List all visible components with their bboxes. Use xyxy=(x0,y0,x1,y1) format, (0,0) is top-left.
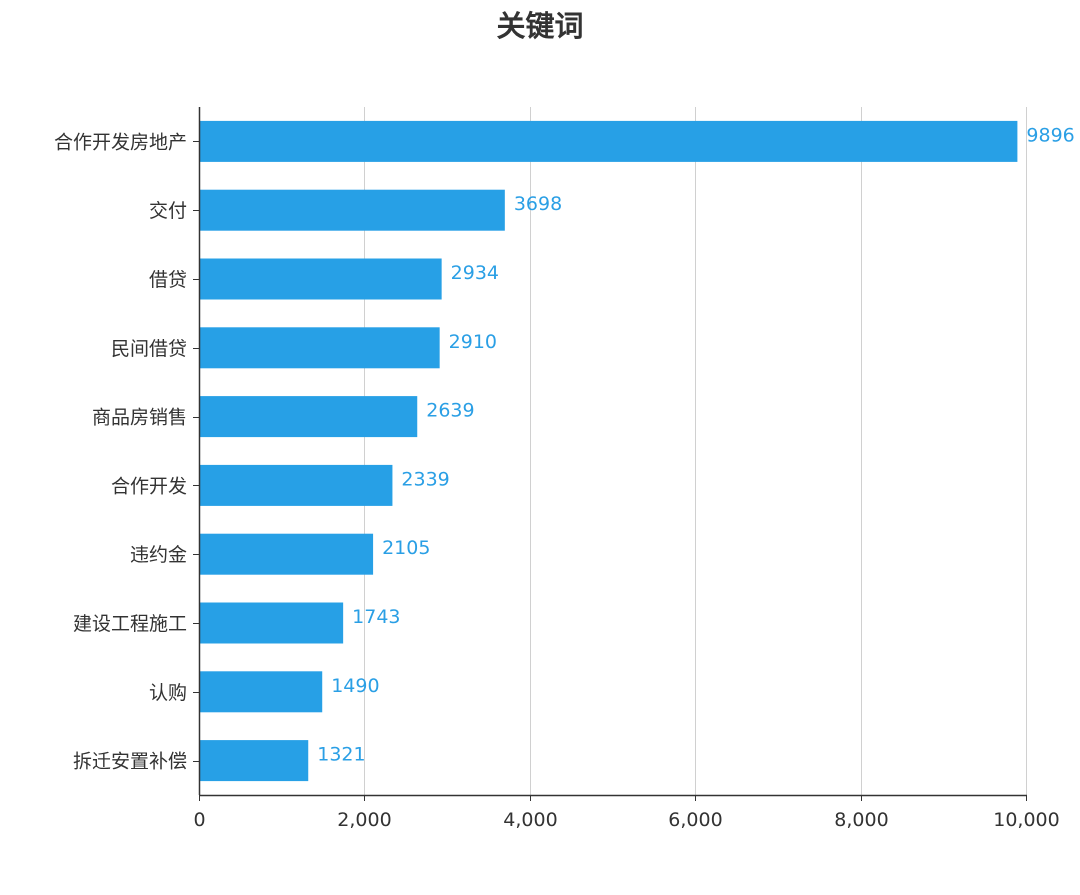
axes xyxy=(193,107,1027,801)
bar xyxy=(199,327,440,369)
chart-title: 关键词 xyxy=(496,9,584,43)
value-label: 2934 xyxy=(451,262,499,284)
category-label: 建设工程施工 xyxy=(73,613,187,635)
bar xyxy=(199,189,505,231)
category-label: 合作开发房地产 xyxy=(54,131,187,153)
x-tick-label: 4,000 xyxy=(503,809,557,831)
value-label: 2339 xyxy=(401,468,449,490)
x-tick-label: 0 xyxy=(193,809,205,831)
value-label: 2639 xyxy=(426,400,474,422)
category-label: 交付 xyxy=(149,200,187,222)
value-label: 1743 xyxy=(352,606,400,628)
category-label: 合作开发 xyxy=(111,475,187,497)
bar xyxy=(199,533,374,575)
bar xyxy=(199,258,442,300)
category-label: 借贷 xyxy=(149,269,187,291)
category-label: 商品房销售 xyxy=(92,407,187,429)
x-tick-label: 8,000 xyxy=(834,809,888,831)
value-label: 3698 xyxy=(514,193,562,215)
value-label: 2105 xyxy=(382,537,430,559)
category-label: 拆迁安置补偿 xyxy=(73,751,187,773)
value-label: 1490 xyxy=(331,675,379,697)
x-tick-label: 6,000 xyxy=(668,809,722,831)
bar xyxy=(199,396,418,438)
value-label: 2910 xyxy=(449,331,497,353)
bar xyxy=(199,602,344,644)
bars xyxy=(199,120,1018,782)
x-tick-label: 2,000 xyxy=(337,809,391,831)
bar xyxy=(199,464,393,506)
x-tick-label: 10,000 xyxy=(993,809,1059,831)
labels: 0 2,000 4,000 6,000 8,000 10,000 合作开发房地产 9896 交付… xyxy=(54,124,1075,831)
bar xyxy=(199,740,309,782)
value-label: 9896 xyxy=(1026,124,1074,146)
value-label: 1321 xyxy=(317,744,365,766)
bar xyxy=(199,120,1018,162)
category-label: 民间借贷 xyxy=(111,338,187,360)
category-label: 违约金 xyxy=(130,544,187,566)
bar xyxy=(199,671,323,713)
category-label: 认购 xyxy=(149,682,187,704)
